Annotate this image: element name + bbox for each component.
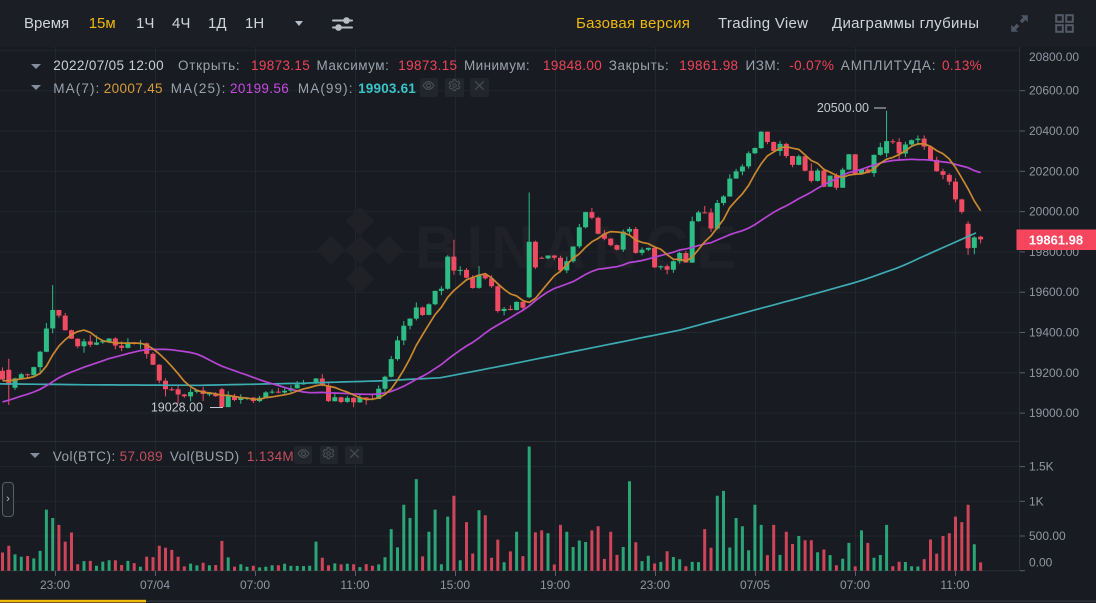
svg-text:20500.00: 20500.00 xyxy=(817,101,869,115)
svg-text:20400.00: 20400.00 xyxy=(1029,124,1079,138)
svg-text:20200.00: 20200.00 xyxy=(1029,164,1079,178)
svg-text:1K: 1K xyxy=(1029,494,1044,508)
svg-text:19000.00: 19000.00 xyxy=(1029,406,1079,420)
svg-text:07/04: 07/04 xyxy=(140,578,170,592)
svg-text:500.00: 500.00 xyxy=(1029,529,1066,543)
svg-text:07:00: 07:00 xyxy=(240,578,270,592)
svg-text:BINANCE: BINANCE xyxy=(415,214,744,281)
svg-text:20600.00: 20600.00 xyxy=(1029,84,1079,98)
svg-text:07:00: 07:00 xyxy=(840,578,870,592)
svg-text:0.00: 0.00 xyxy=(1029,556,1053,570)
svg-text:19200.00: 19200.00 xyxy=(1029,366,1079,380)
svg-text:19:00: 19:00 xyxy=(540,578,570,592)
svg-text:23:00: 23:00 xyxy=(640,578,670,592)
svg-text:1.5K: 1.5K xyxy=(1029,460,1054,474)
svg-text:19600.00: 19600.00 xyxy=(1029,285,1079,299)
svg-text:15:00: 15:00 xyxy=(440,578,470,592)
svg-text:20800.00: 20800.00 xyxy=(1029,50,1079,64)
svg-text:19400.00: 19400.00 xyxy=(1029,326,1079,340)
svg-text:11:00: 11:00 xyxy=(340,578,369,592)
svg-text:19861.98: 19861.98 xyxy=(1029,233,1083,248)
svg-text:19028.00: 19028.00 xyxy=(151,401,203,415)
svg-text:11:00: 11:00 xyxy=(940,578,969,592)
svg-text:20000.00: 20000.00 xyxy=(1029,205,1079,219)
svg-text:07/05: 07/05 xyxy=(740,578,770,592)
svg-text:23:00: 23:00 xyxy=(40,578,70,592)
